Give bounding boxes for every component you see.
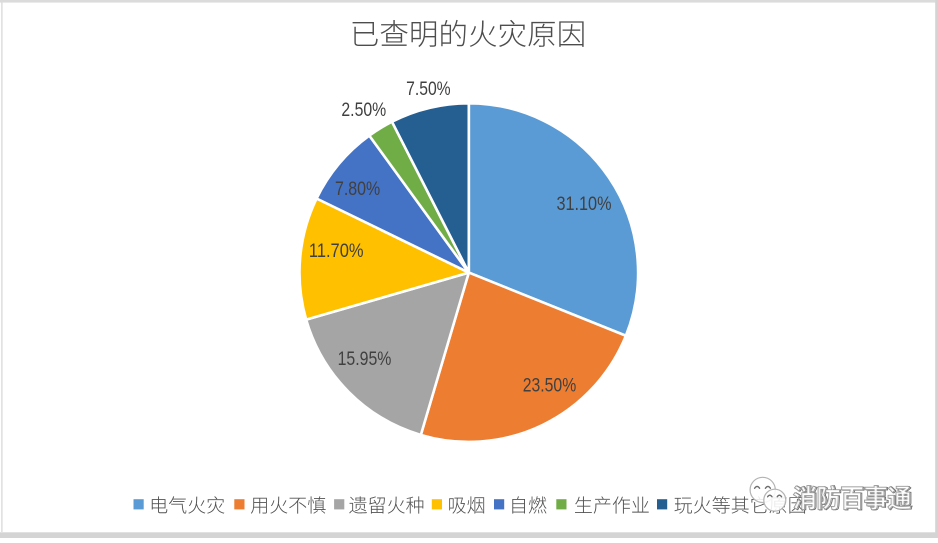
svg-text:31.10%: 31.10% (557, 194, 612, 215)
svg-text:7.50%: 7.50% (406, 79, 451, 100)
svg-text:2.50%: 2.50% (341, 100, 386, 121)
svg-text:15.95%: 15.95% (338, 349, 392, 370)
svg-text:11.70%: 11.70% (309, 241, 364, 262)
svg-text:7.80%: 7.80% (335, 179, 380, 200)
svg-text:23.50%: 23.50% (523, 376, 576, 397)
